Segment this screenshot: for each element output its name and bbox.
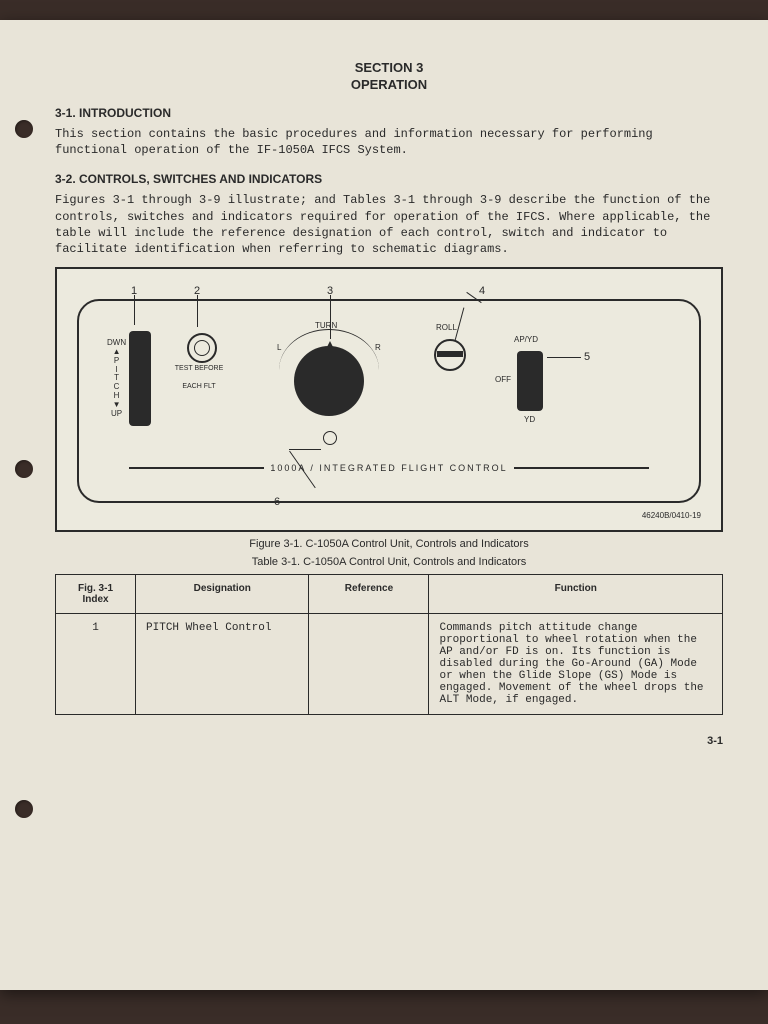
cell-function: Commands pitch attitude change proportio… — [429, 614, 723, 715]
control-panel: 1 2 3 4 5 6 DWN ▲ P I T C H ▼ UP — [77, 299, 701, 503]
controls-table: Fig. 3-1 Index Designation Reference Fun… — [55, 574, 723, 715]
cell-reference — [309, 614, 429, 715]
col-index: Fig. 3-1 Index — [56, 575, 136, 614]
apyd-switch — [517, 351, 543, 411]
callout-6: 6 — [274, 496, 280, 508]
section-title: OPERATION — [55, 77, 723, 92]
col-designation: Designation — [136, 575, 309, 614]
test-label: TEST BEFORE EACH FLT — [169, 364, 229, 391]
pitch-wheel — [129, 331, 151, 426]
intro-heading: 3-1. INTRODUCTION — [55, 106, 723, 120]
turn-right: R — [375, 343, 381, 352]
turn-knob — [294, 346, 364, 416]
roll-label: ROLL — [436, 323, 457, 332]
punch-hole — [15, 120, 33, 138]
table-row: 1 PITCH Wheel Control Commands pitch att… — [56, 614, 723, 715]
callout-4: 4 — [479, 285, 485, 297]
col-reference: Reference — [309, 575, 429, 614]
punch-hole — [15, 460, 33, 478]
controls-text: Figures 3-1 through 3-9 illustrate; and … — [55, 192, 723, 257]
callout-5: 5 — [584, 351, 590, 363]
apyd-yd: YD — [524, 415, 535, 424]
apyd-off: OFF — [495, 375, 511, 384]
figure-diagram: 1 2 3 4 5 6 DWN ▲ P I T C H ▼ UP — [55, 267, 723, 532]
cell-designation: PITCH Wheel Control — [136, 614, 309, 715]
table-caption: Table 3-1. C-1050A Control Unit, Control… — [55, 556, 723, 568]
turn-word: TURN — [315, 321, 337, 330]
section-number: SECTION 3 — [55, 60, 723, 75]
apyd-top: AP/YD — [514, 335, 538, 344]
pitch-labels: DWN ▲ P I T C H ▼ UP — [107, 339, 126, 418]
test-button — [187, 333, 217, 363]
cell-index: 1 — [56, 614, 136, 715]
col-function: Function — [429, 575, 723, 614]
document-page: SECTION 3 OPERATION 3-1. INTRODUCTION Th… — [0, 20, 768, 990]
trim-pot — [323, 431, 337, 445]
punch-hole — [15, 800, 33, 818]
turn-left: L — [277, 343, 281, 352]
panel-label: 1000A / INTEGRATED FLIGHT CONTROL — [129, 463, 649, 473]
controls-heading: 3-2. CONTROLS, SWITCHES AND INDICATORS — [55, 172, 723, 186]
figure-number: 46240B/0410-19 — [67, 511, 701, 520]
figure-caption: Figure 3-1. C-1050A Control Unit, Contro… — [55, 538, 723, 550]
intro-text: This section contains the basic procedur… — [55, 126, 723, 158]
page-number: 3-1 — [55, 735, 723, 747]
table-header-row: Fig. 3-1 Index Designation Reference Fun… — [56, 575, 723, 614]
